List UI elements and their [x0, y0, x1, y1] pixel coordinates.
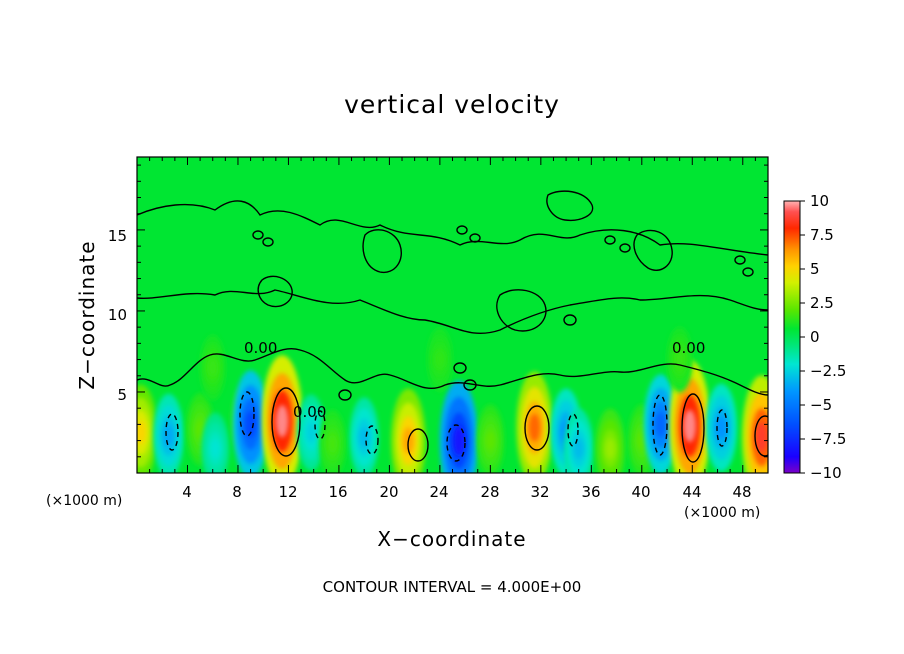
contour-small-10 [463, 379, 477, 391]
velocity-cell-16-level-4 [573, 438, 584, 460]
contour-small-9 [453, 362, 467, 374]
contour-negative-3 [165, 413, 179, 451]
colorbar-label-n10: −10 [810, 464, 842, 482]
contour-negative-8 [314, 410, 326, 440]
contour-interval-note: CONTOUR INTERVAL = 4.000E+00 [323, 578, 582, 596]
contour-negative-1 [239, 391, 255, 437]
x-tick-label-40: 40 [631, 483, 650, 501]
contour-small-11 [563, 314, 577, 326]
contour-upper-2 [137, 289, 768, 334]
x-unit-right: (×1000 m) [684, 505, 760, 521]
colorbar-ticks [800, 200, 805, 474]
contour-positive-5 [407, 428, 429, 462]
velocity-cell-1-level-4 [137, 420, 146, 445]
x-tick-label-28: 28 [480, 483, 499, 501]
velocity-cell-2-level-4 [163, 424, 174, 447]
colorbar-label-10: 10 [810, 192, 829, 210]
contour-positive-2 [681, 393, 705, 463]
contour-island-3 [546, 190, 594, 222]
x-tick-label-44: 44 [682, 483, 701, 501]
velocity-cell-23-level-4 [208, 358, 218, 377]
colorbar-gradient [783, 200, 801, 474]
contour-small-12 [338, 389, 352, 401]
colorbar-label-n5: −5 [810, 396, 832, 414]
x-tick-labels: 4 8 12 16 20 24 28 32 36 40 44 48 [182, 483, 751, 501]
contour-negative-5 [716, 409, 728, 447]
velocity-cell-21-level-4 [716, 416, 727, 439]
velocity-field [137, 326, 768, 473]
velocity-cell-3-level-4 [195, 419, 205, 439]
contour-positive-3 [524, 405, 550, 451]
colorbar: 10 7.5 5 2.5 0 −2.5 −5 −7.5 −10 [783, 192, 846, 482]
x-tick-label-4: 4 [182, 483, 192, 501]
chart-title: vertical velocity [344, 90, 560, 119]
contour-label-1: 0.00 [244, 339, 277, 357]
velocity-cell-8-level-4 [306, 422, 316, 443]
y-tick-labels: 5 10 15 [108, 227, 127, 404]
contour-island-5 [257, 275, 293, 308]
velocity-cell-18-level-4 [637, 431, 647, 451]
colorbar-label-0: 0 [810, 328, 820, 346]
contour-negative-6 [365, 425, 379, 455]
contour-small-5 [604, 235, 616, 245]
y-tick-label-10: 10 [108, 306, 127, 324]
contour-small-1 [252, 230, 264, 240]
y-tick-label-15: 15 [108, 227, 127, 245]
velocity-cell-13-level-4 [485, 431, 495, 451]
y-axis-label: Z−coordinate [75, 240, 99, 389]
y-tick-label-5: 5 [117, 386, 127, 404]
velocity-cell-20-level-4 [683, 409, 696, 443]
colorbar-label-n2.5: −2.5 [810, 362, 846, 380]
velocity-cell-10-level-4 [359, 426, 369, 448]
x-tick-label-20: 20 [379, 483, 398, 501]
x-tick-label-24: 24 [429, 483, 448, 501]
contour-negative-4 [652, 394, 668, 456]
velocity-cell-9-level-4 [328, 434, 338, 453]
axis-ticks [136, 157, 769, 474]
contour-lines [137, 190, 768, 463]
x-tick-label-12: 12 [278, 483, 297, 501]
contour-small-6 [619, 243, 631, 253]
colorbar-label-2.5: 2.5 [810, 294, 834, 312]
plot-area: 0.00 0.00 0.00 [136, 156, 769, 474]
velocity-cell-24-level-4 [435, 350, 445, 369]
x-tick-label-32: 32 [530, 483, 549, 501]
contour-small-7 [734, 255, 746, 265]
contour-lower [137, 348, 768, 396]
contour-label-3: 0.00 [672, 339, 705, 357]
x-tick-label-16: 16 [328, 483, 347, 501]
x-tick-label-48: 48 [732, 483, 751, 501]
contour-negative-2 [446, 424, 466, 462]
colorbar-label-5: 5 [810, 260, 820, 278]
x-tick-label-8: 8 [232, 483, 242, 501]
contour-small-3 [456, 225, 468, 235]
velocity-cell-19-level-4 [655, 411, 667, 437]
contour-positive-1 [271, 387, 301, 457]
x-tick-label-36: 36 [581, 483, 600, 501]
velocity-cell-22-level-4 [755, 422, 768, 453]
velocity-cell-7-level-4 [276, 405, 289, 438]
velocity-cell-4-level-4 [210, 439, 220, 459]
contour-island-2 [496, 289, 547, 332]
colorbar-label-n7.5: −7.5 [810, 430, 846, 448]
x-unit-left: (×1000 m) [46, 493, 122, 509]
contour-label-2: 0.00 [293, 403, 326, 421]
contour-negative-7 [567, 413, 579, 447]
contour-island-1 [362, 229, 402, 274]
velocity-cell-14-level-4 [528, 413, 541, 442]
contour-positive-4 [754, 415, 768, 457]
velocity-cell-17-level-4 [605, 438, 616, 460]
contour-small-8 [742, 267, 754, 277]
contour-island-4 [633, 229, 673, 271]
colorbar-label-7.5: 7.5 [810, 226, 834, 244]
x-axis-label: X−coordinate [377, 527, 526, 551]
velocity-cell-12-level-4 [453, 425, 465, 456]
contour-small-2 [262, 237, 274, 247]
contour-small-4 [469, 233, 481, 243]
